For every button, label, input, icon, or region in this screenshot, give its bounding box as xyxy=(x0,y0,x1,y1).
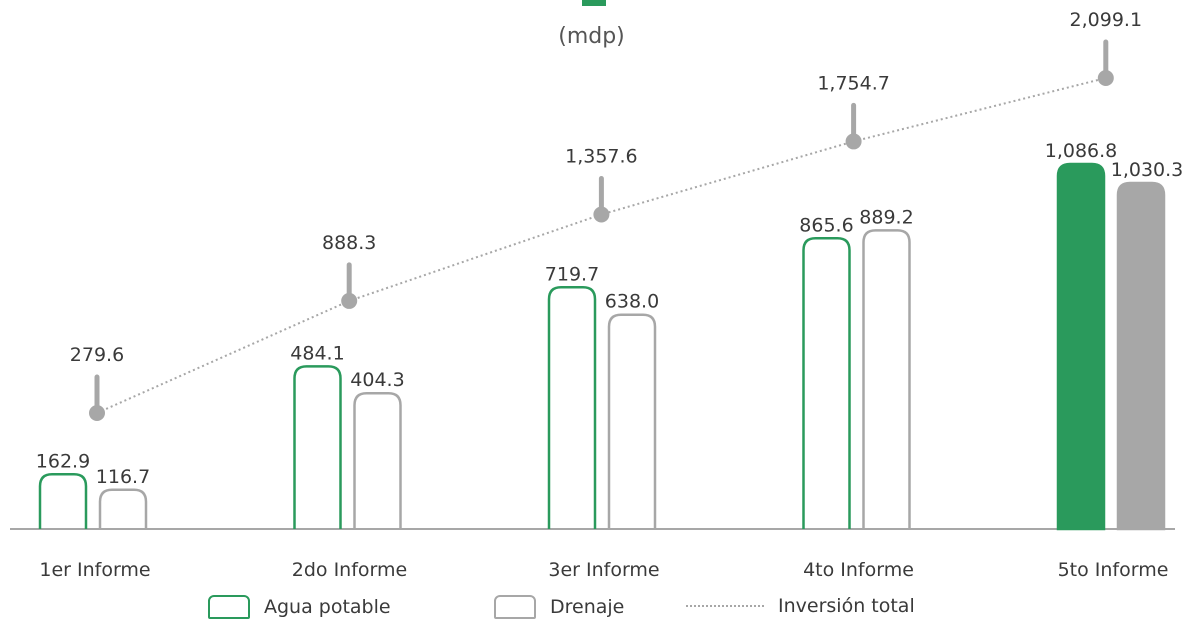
value-label-drenaje: 404.3 xyxy=(350,369,404,391)
bar-agua-potable xyxy=(293,365,342,529)
legend-label-total: Inversión total xyxy=(778,595,915,617)
total-marker-point xyxy=(89,405,105,421)
total-marker-point xyxy=(341,292,358,309)
x-tick-label: 2do Informe xyxy=(292,559,407,581)
title-accent-bar xyxy=(582,0,606,6)
legend-swatch-total xyxy=(686,605,764,607)
value-label-total: 1,754.7 xyxy=(817,72,890,94)
x-tick-label: 5to Informe xyxy=(1058,559,1169,581)
legend: Agua potable Drenaje Inversión total xyxy=(0,595,1183,629)
bar-drenaje xyxy=(98,488,148,529)
x-tick-label: 3er Informe xyxy=(548,559,659,581)
legend-item-agua: Agua potable xyxy=(208,595,391,619)
legend-item-drenaje: Drenaje xyxy=(494,595,624,619)
value-label-total: 2,099.1 xyxy=(1070,9,1143,31)
total-marker-point xyxy=(845,133,862,150)
value-label-total: 1,357.6 xyxy=(565,146,638,168)
bar-drenaje xyxy=(862,229,911,529)
x-tick-label: 1er Informe xyxy=(39,559,150,581)
bar-drenaje xyxy=(607,313,657,529)
value-label-agua-potable: 719.7 xyxy=(545,263,599,285)
value-label-drenaje: 889.2 xyxy=(859,206,913,228)
bar-agua-potable xyxy=(38,473,88,529)
value-label-drenaje: 116.7 xyxy=(96,466,150,488)
value-label-drenaje: 638.0 xyxy=(605,291,659,313)
bar-drenaje xyxy=(353,391,402,529)
legend-label-agua: Agua potable xyxy=(264,596,391,618)
value-label-total: 888.3 xyxy=(322,232,376,254)
bar-agua-potable xyxy=(547,286,597,529)
bar-agua-potable xyxy=(1056,162,1106,531)
legend-item-total: Inversión total xyxy=(686,595,915,617)
legend-swatch-agua xyxy=(208,595,250,619)
value-label-agua-potable: 1,086.8 xyxy=(1045,140,1118,162)
value-label-agua-potable: 484.1 xyxy=(290,342,344,364)
value-label-total: 279.6 xyxy=(70,344,124,366)
total-marker-point xyxy=(593,206,610,223)
legend-swatch-drenaje xyxy=(494,595,536,619)
bar-agua-potable xyxy=(802,237,851,529)
bar-drenaje xyxy=(1116,181,1166,531)
value-label-agua-potable: 162.9 xyxy=(36,450,90,472)
value-label-drenaje: 1,030.3 xyxy=(1111,159,1183,181)
x-tick-label: 4to Informe xyxy=(803,559,914,581)
total-line xyxy=(96,77,1107,414)
value-label-agua-potable: 865.6 xyxy=(799,214,853,236)
legend-label-drenaje: Drenaje xyxy=(550,596,625,618)
total-marker-point xyxy=(1097,70,1114,86)
chart-subtitle: (mdp) xyxy=(558,24,625,49)
